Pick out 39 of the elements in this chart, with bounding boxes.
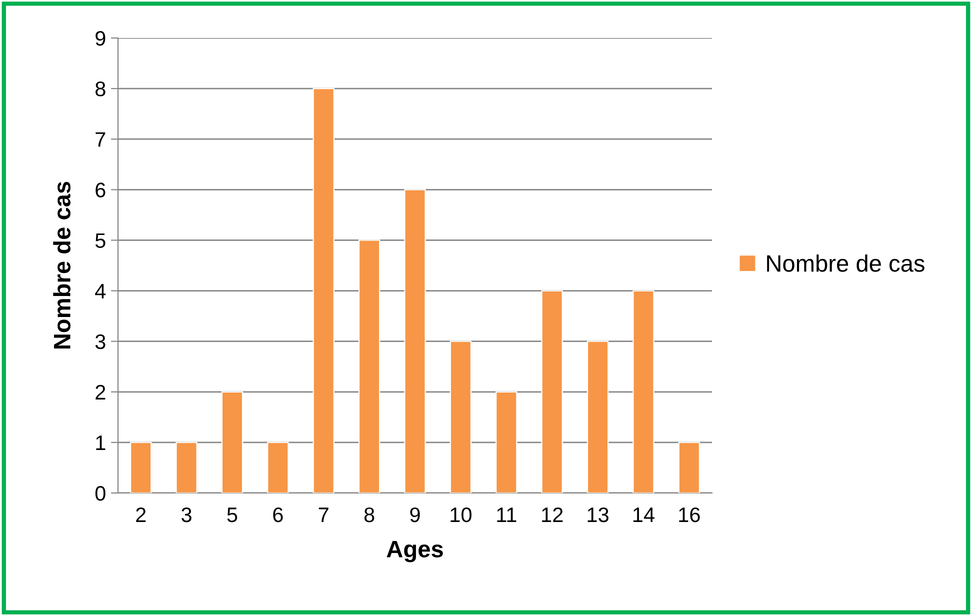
bar xyxy=(176,442,198,493)
bar xyxy=(632,290,654,493)
x-tick-label: 6 xyxy=(273,507,283,522)
y-tick-label: 4 xyxy=(95,284,106,298)
y-tick-label: 9 xyxy=(96,31,106,46)
y-axis-title: Nombre de cas xyxy=(53,182,70,349)
x-tick-label: 5 xyxy=(227,508,238,522)
bar xyxy=(404,189,426,493)
bar xyxy=(221,391,244,493)
y-tick-label: 3 xyxy=(95,334,106,350)
bar xyxy=(358,240,380,493)
x-tick-label: 13 xyxy=(588,507,608,522)
x-tick-label: 2 xyxy=(136,507,146,522)
x-axis-title: Ages xyxy=(386,540,443,562)
bar xyxy=(312,88,334,493)
bar xyxy=(678,442,700,493)
x-tick-label: 14 xyxy=(633,508,654,522)
x-tick-label: 16 xyxy=(679,507,700,522)
y-tick-label: 0 xyxy=(95,486,106,501)
x-tick-label: 3 xyxy=(182,507,192,522)
bar xyxy=(541,290,563,493)
x-tick-label: 10 xyxy=(450,507,472,522)
bar xyxy=(496,391,518,493)
x-tick-label: 12 xyxy=(542,507,563,522)
bar xyxy=(267,442,289,493)
bar xyxy=(586,340,609,493)
y-tick-label: 6 xyxy=(96,182,106,198)
y-tick-label: 7 xyxy=(96,132,106,147)
legend-label: Nombre de cas xyxy=(767,254,924,272)
x-tick-label: 7 xyxy=(318,508,328,522)
y-tick-label: 1 xyxy=(96,436,106,450)
bar xyxy=(130,442,152,493)
bar xyxy=(450,340,472,493)
x-tick-label: 8 xyxy=(364,507,374,522)
y-tick-label: 2 xyxy=(96,384,106,400)
x-tick-label: 11 xyxy=(497,508,516,522)
x-tick-label: 9 xyxy=(410,507,420,522)
y-tick-label: 8 xyxy=(96,82,106,96)
y-tick-label: 5 xyxy=(95,233,106,248)
